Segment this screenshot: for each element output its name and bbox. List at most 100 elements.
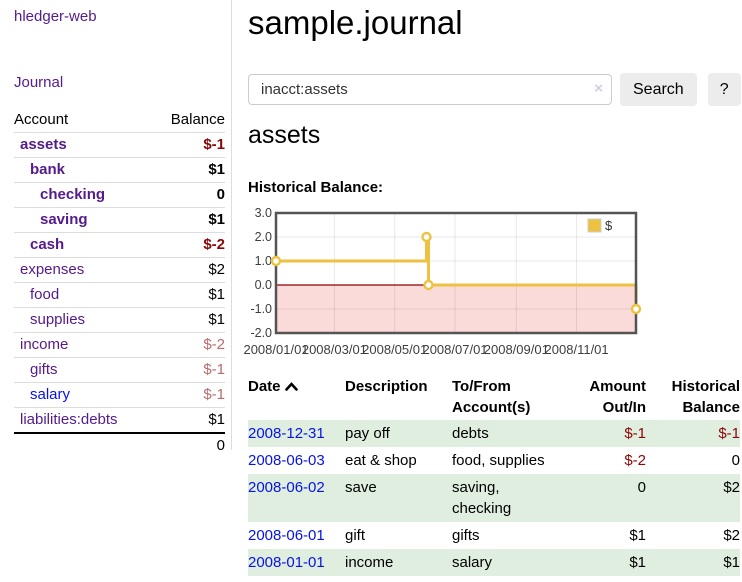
- clear-search-icon[interactable]: ×: [594, 79, 603, 97]
- page-title: sample.journal: [248, 4, 463, 41]
- transaction-description: pay off: [345, 424, 390, 442]
- search-form: × Search ?: [248, 72, 742, 106]
- transaction-date-link[interactable]: 2008-01-01: [248, 553, 325, 571]
- app-title-link[interactable]: hledger-web: [14, 8, 97, 25]
- transaction-description: save: [345, 478, 377, 496]
- account-balance: $1: [152, 157, 225, 183]
- chart-title: Historical Balance:: [248, 178, 384, 196]
- transaction-accounts: salary: [452, 553, 493, 571]
- account-balance: $-1: [152, 132, 225, 158]
- x-tick-label: 2008/03/01: [301, 341, 367, 357]
- description-column-header: Description: [345, 377, 428, 395]
- transaction-date-link[interactable]: 2008-06-03: [248, 451, 325, 469]
- data-point-markers: [270, 231, 642, 315]
- x-tick-label: 2008/07/01: [422, 341, 488, 357]
- transaction-description: gift: [345, 526, 366, 544]
- account-link-food[interactable]: food: [30, 286, 60, 303]
- x-tick-label: 2008/05/01: [362, 341, 428, 357]
- search-input[interactable]: [248, 73, 612, 105]
- account-row: checking 0: [14, 182, 225, 208]
- account-balance: $1: [152, 282, 225, 308]
- sidebar-item-journal[interactable]: Journal: [14, 74, 64, 91]
- y-tick-label: 1.0: [255, 254, 272, 268]
- legend-label: $: [605, 218, 613, 233]
- account-link-checking[interactable]: checking: [40, 186, 106, 203]
- search-button[interactable]: Search: [620, 72, 697, 106]
- transaction-accounts: food, supplies: [452, 451, 545, 469]
- account-link-cash[interactable]: cash: [30, 236, 65, 253]
- account-row: cash $-2: [14, 232, 225, 258]
- accounts-header-row: Account Balance: [14, 108, 225, 133]
- chart-legend: $: [583, 215, 627, 236]
- transaction-balance: 0: [731, 451, 740, 469]
- account-link-saving[interactable]: saving: [40, 211, 88, 228]
- register-header-row: Date Description To/From Account(s) Amou…: [248, 374, 740, 420]
- account-row: bank $1: [14, 157, 225, 183]
- transaction-balance: $1: [723, 553, 740, 571]
- transaction-date-link[interactable]: 2008-12-31: [248, 424, 325, 442]
- negative-region: [276, 284, 636, 333]
- account-balance: $1: [152, 207, 225, 233]
- account-balance: $-2: [152, 232, 225, 258]
- account-row: food $1: [14, 282, 225, 308]
- account-link-bank[interactable]: bank: [30, 161, 66, 178]
- x-tick-label: 2008/09/01: [483, 341, 549, 357]
- account-row: supplies $1: [14, 307, 225, 333]
- register-row: 2008-12-31 pay off debts $-1 $-1: [248, 419, 740, 447]
- account-link-supplies[interactable]: supplies: [30, 311, 86, 328]
- transaction-amount: $-1: [624, 424, 646, 442]
- y-tick-label: 2.0: [255, 230, 272, 244]
- transaction-date-link[interactable]: 2008-06-02: [248, 478, 325, 496]
- transaction-accounts: gifts: [452, 526, 480, 544]
- date-column-header[interactable]: Date: [248, 374, 345, 420]
- transaction-amount: 0: [637, 478, 646, 496]
- account-link-assets[interactable]: assets: [20, 136, 67, 153]
- amount-column-header: Amount Out/In: [589, 377, 646, 416]
- register-table: Date Description To/From Account(s) Amou…: [248, 374, 740, 576]
- account-row: assets $-1: [14, 132, 225, 158]
- transaction-accounts: debts: [452, 424, 489, 442]
- account-balance: 0: [152, 182, 225, 208]
- account-link-income[interactable]: income: [20, 336, 69, 353]
- account-link-salary[interactable]: salary: [30, 386, 71, 403]
- x-axis-labels: 2008/01/01 2008/03/01 2008/05/01 2008/07…: [243, 341, 648, 359]
- account-balance: $-2: [152, 332, 225, 358]
- transaction-balance: $-1: [718, 424, 740, 442]
- chart-border: [274, 211, 638, 335]
- help-button[interactable]: ?: [707, 72, 741, 106]
- account-link-expenses[interactable]: expenses: [20, 261, 85, 278]
- balance-column-header: Balance: [170, 111, 225, 128]
- transaction-amount: $1: [629, 553, 646, 571]
- y-tick-label: 3.0: [255, 207, 272, 220]
- transaction-amount: $-2: [624, 451, 646, 469]
- account-balance: $-1: [152, 357, 225, 383]
- sort-ascending-icon: [284, 376, 298, 397]
- x-tick-label: 2008/11/01: [544, 341, 609, 357]
- main-content: sample.journal × Search ? assets Histori…: [232, 0, 742, 576]
- transaction-date-link[interactable]: 2008-06-01: [248, 526, 325, 544]
- balance-column-header-main: Historical Balance: [671, 377, 740, 416]
- account-link-gifts[interactable]: gifts: [30, 361, 58, 378]
- accounts-table: Account Balance assets $-1 bank $1 check…: [14, 108, 225, 458]
- accounts-total-value: 0: [152, 432, 225, 458]
- account-row: salary $-1: [14, 382, 225, 408]
- transaction-description: eat & shop: [345, 451, 417, 469]
- account-row: saving $1: [14, 207, 225, 233]
- chart-canvas[interactable]: 3.0 2.0 1.0 0.0 -1.0 -2.0: [248, 206, 645, 340]
- transaction-balance: $2: [723, 478, 740, 496]
- register-row: 2008-01-01 income salary $1 $1: [248, 548, 740, 576]
- account-link-liabilities-debts[interactable]: liabilities:debts: [20, 411, 118, 428]
- historical-balance-chart[interactable]: 3.0 2.0 1.0 0.0 -1.0 -2.0: [243, 206, 648, 359]
- register-row: 2008-06-02 save saving, checking 0 $2: [248, 473, 740, 522]
- gridlines: [276, 212, 636, 333]
- sidebar: hledger-web Journal Account Balance asse…: [0, 0, 232, 458]
- transaction-accounts: saving, checking: [452, 478, 512, 517]
- account-row: expenses $2: [14, 257, 225, 283]
- transaction-balance: $2: [723, 526, 740, 544]
- account-balance: $2: [152, 257, 225, 283]
- transaction-amount: $1: [629, 526, 646, 544]
- account-column-header: Account: [14, 111, 69, 128]
- register-row: 2008-06-01 gift gifts $1 $2: [248, 522, 740, 549]
- register-row: 2008-06-03 eat & shop food, supplies $-2…: [248, 447, 740, 474]
